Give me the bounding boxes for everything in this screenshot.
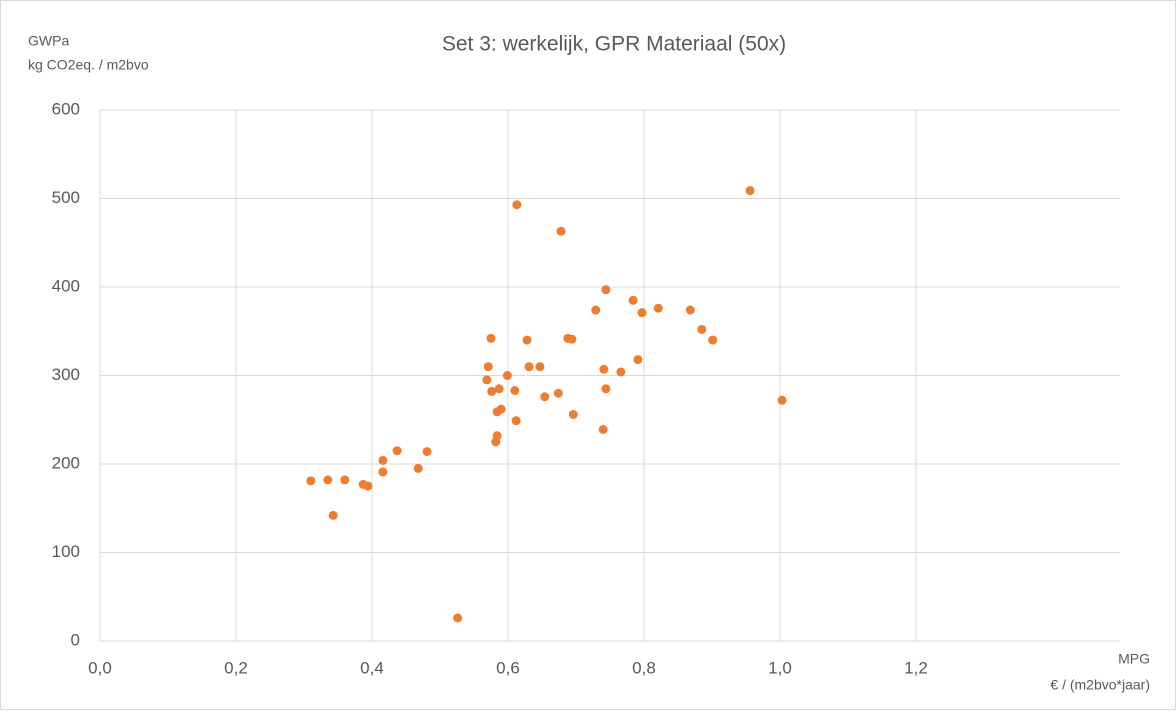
point [628, 295, 638, 305]
point [708, 335, 718, 345]
point [653, 303, 663, 313]
y-tick-label: 0 [71, 630, 80, 649]
point [486, 333, 496, 343]
chart-title: Set 3: werkelijk, GPR Materiaal (50x) [442, 33, 786, 56]
point [306, 476, 316, 486]
point [745, 186, 755, 196]
y-tick-label: 500 [52, 188, 80, 207]
point [512, 200, 522, 210]
point [483, 362, 493, 372]
point [598, 424, 608, 434]
y-tick-label: 400 [52, 276, 80, 295]
point [510, 386, 520, 396]
x-tick-label: 0,0 [88, 658, 112, 677]
point [413, 463, 423, 473]
point [482, 375, 492, 385]
point [556, 226, 566, 236]
point [453, 613, 463, 623]
point [535, 362, 545, 372]
point [496, 404, 506, 414]
point [616, 367, 626, 377]
point [492, 431, 502, 441]
x-tick-label: 0,2 [224, 658, 248, 677]
x-axis-label: MPG [1118, 651, 1150, 667]
point [363, 481, 373, 491]
y-tick-label: 200 [52, 453, 80, 472]
point [567, 334, 577, 344]
x-tick-label: 0,8 [632, 658, 656, 677]
point [378, 455, 388, 465]
point [487, 386, 497, 396]
point [633, 355, 643, 365]
y-axis-label: GWPa [28, 33, 69, 49]
x-axis-label: € / (m2bvo*jaar) [1050, 677, 1150, 693]
point [422, 447, 432, 457]
x-tick-label: 1,0 [768, 658, 792, 677]
point [540, 392, 550, 402]
point [494, 384, 504, 394]
point [524, 362, 534, 372]
point [392, 446, 402, 456]
point [601, 285, 611, 295]
point [568, 409, 578, 419]
y-axis-label: kg CO2eq. / m2bvo [28, 57, 149, 73]
point [599, 364, 609, 374]
point [591, 305, 601, 315]
point [328, 510, 338, 520]
point [637, 308, 647, 318]
point [777, 395, 787, 405]
point [697, 324, 707, 334]
point [685, 305, 695, 315]
point [553, 388, 563, 398]
y-tick-label: 300 [52, 365, 80, 384]
point [323, 475, 333, 485]
x-tick-label: 0,4 [360, 658, 384, 677]
x-tick-label: 1,2 [904, 658, 928, 677]
y-tick-label: 600 [52, 99, 80, 118]
point [601, 384, 611, 394]
y-tick-label: 100 [52, 542, 80, 561]
point [502, 371, 512, 380]
x-tick-label: 0,6 [496, 658, 520, 677]
point [511, 416, 521, 426]
point [340, 475, 350, 485]
point [378, 467, 388, 477]
point [522, 335, 532, 345]
